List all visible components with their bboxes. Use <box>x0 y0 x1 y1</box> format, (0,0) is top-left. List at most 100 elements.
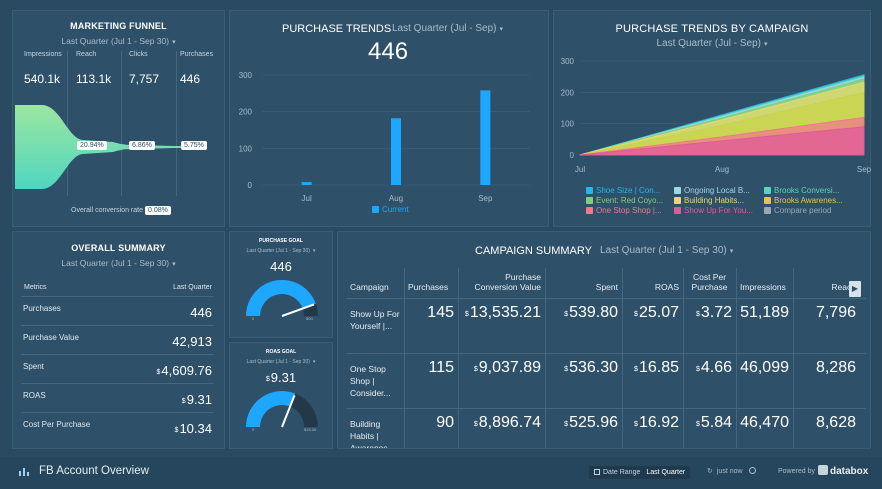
gauge-max-label: $15.00 <box>304 427 317 432</box>
legend-current[interactable]: Current <box>372 205 409 214</box>
overall-summary-period[interactable]: Last Quarter (Jul 1 - Sep 30) ▾ <box>13 258 224 268</box>
cell-pcv: $8,896.74 <box>462 414 541 432</box>
column-header-purchases[interactable]: Purchases <box>408 282 449 292</box>
cell-value: 51,189 <box>740 304 789 321</box>
checkbox-icon <box>586 197 593 204</box>
cell-reach: 8,628 <box>797 414 856 432</box>
cell-roas: $25.07 <box>626 304 679 322</box>
column-divider <box>545 268 546 448</box>
gauge-min-label: 0 <box>252 427 255 432</box>
overall-summary-title: OVERALL SUMMARY <box>71 243 166 253</box>
marketing-funnel-period[interactable]: Last Quarter (Jul 1 - Sep 30) ▾ <box>13 36 224 46</box>
legend-item[interactable]: Building Habits... <box>674 196 744 205</box>
column-divider <box>622 268 623 448</box>
currency-symbol: $ <box>634 366 638 373</box>
cell-value: 4.66 <box>700 359 732 376</box>
table-row[interactable]: One Stop Shop | Consider... 115 $9,037.89 $… <box>338 353 870 408</box>
summary-metric-value: $9.31 <box>182 392 212 407</box>
column-header-impressions[interactable]: Impressions <box>740 282 786 292</box>
column-header-spent[interactable]: Spent <box>595 282 618 292</box>
summary-value-number: 9.31 <box>186 392 212 407</box>
legend-item[interactable]: Brooks Conversi... <box>764 186 839 195</box>
column-header-pcv[interactable]: Purchase Conversion Value <box>474 272 541 292</box>
databox-logo-icon <box>818 465 828 475</box>
roas-goal-period[interactable]: Last Quarter (Jul 1 - Sep 30) ▾ <box>230 359 332 365</box>
cell-value: 525.96 <box>569 414 618 431</box>
summary-metric-label: ROAS <box>23 391 46 400</box>
cell-value: 5.84 <box>700 414 732 431</box>
purchase-trends-period[interactable]: Last Quarter (Jul - Sep) ▾ <box>392 23 503 34</box>
cell-reach: 8,286 <box>797 359 856 377</box>
currency-symbol: $ <box>181 398 186 405</box>
cell-impressions: 51,189 <box>740 304 789 322</box>
summary-header-period: Last Quarter <box>173 284 212 291</box>
currency-symbol: $ <box>695 366 700 373</box>
overall-conversion-value: 0.08% <box>145 206 171 215</box>
cell-cpp: $3.72 <box>687 304 732 322</box>
trends-by-campaign-period[interactable]: Last Quarter (Jul - Sep) ▾ <box>554 38 870 49</box>
gauge-needle <box>281 395 296 428</box>
bar-sep <box>480 90 491 185</box>
funnel-metric-value: 7,757 <box>129 72 160 86</box>
cell-impressions: 46,099 <box>740 359 789 377</box>
campaign-summary-period[interactable]: Last Quarter (Jul 1 - Sep 30) ▾ <box>600 245 733 256</box>
legend-item[interactable]: Event: Red Coyo... <box>586 196 663 205</box>
purchase-goal-title: PURCHASE GOAL <box>259 238 303 244</box>
purchase-goal-period[interactable]: Last Quarter (Jul 1 - Sep 30) ▾ <box>230 248 332 254</box>
x-tick-label: Jul <box>302 194 312 203</box>
cell-value: 46,099 <box>740 359 789 376</box>
gauge-needle <box>281 303 315 317</box>
table-row[interactable]: Building Habits | Awarenes... 90 $8,896.74… <box>338 408 870 448</box>
currency-symbol: $ <box>174 427 179 434</box>
purchase-trends-chart: 0 100 200 300 Jul Aug Sep <box>239 71 530 203</box>
cell-value: 9,037.89 <box>478 359 541 376</box>
bar-aug <box>391 118 401 185</box>
trends-by-campaign-chart: 0 100 200 300 Jul Aug Sep <box>561 57 872 174</box>
column-divider <box>793 268 794 448</box>
funnel-rate-badge: 20.94% <box>77 141 107 150</box>
column-divider <box>683 268 684 448</box>
summary-value-number: 4,609.76 <box>161 363 212 378</box>
purchase-trends-panel: PURCHASE TRENDS Last Quarter (Jul - Sep)… <box>229 10 549 227</box>
summary-row: Cost Per Purchase $10.34 <box>21 412 214 441</box>
summary-value-number: 446 <box>190 305 212 320</box>
date-range-selector[interactable]: Date Range Last Quarter <box>589 466 691 479</box>
column-header-cpp[interactable]: Cost Per Purchase <box>691 272 728 292</box>
gauge-min-label: 0 <box>252 316 255 321</box>
checkbox-icon <box>586 187 593 194</box>
column-header-reach[interactable]: Reach <box>831 282 856 292</box>
column-header-roas[interactable]: ROAS <box>654 282 679 292</box>
currency-symbol: $ <box>473 366 478 373</box>
legend-item[interactable]: Ongoing Local B... <box>674 186 750 195</box>
legend-item[interactable]: Brooks Awarenes... <box>764 196 843 205</box>
roas-goal-title: ROAS GOAL <box>265 349 297 355</box>
legend-label: Ongoing Local B... <box>684 186 750 195</box>
funnel-rate-badge: 6.86% <box>129 141 155 150</box>
date-range-value: Last Quarter <box>646 469 686 476</box>
overall-summary-panel: OVERALL SUMMARY Last Quarter (Jul 1 - Se… <box>12 231 225 449</box>
trends-by-campaign-title: PURCHASE TRENDS BY CAMPAIGN <box>615 23 809 35</box>
funnel-divider <box>176 51 177 196</box>
legend-label: Compare period <box>774 206 832 215</box>
chevron-down-icon: ▾ <box>172 39 176 46</box>
legend-label: Brooks Awarenes... <box>774 196 843 205</box>
cell-spent: $525.96 <box>549 414 618 432</box>
checkbox-icon <box>372 206 379 213</box>
period-label: Last Quarter (Jul - Sep) <box>656 38 761 49</box>
legend-item[interactable]: Show Up For You... <box>674 206 753 215</box>
databox-logo[interactable]: databox <box>818 465 868 477</box>
period-label: Last Quarter (Jul - Sep) <box>392 23 497 34</box>
scroll-right-button[interactable]: ▶ <box>849 281 861 297</box>
campaign-summary-title: CAMPAIGN SUMMARY <box>475 245 592 257</box>
funnel-rate-badge: 5.75% <box>181 141 207 150</box>
gauge-max-label: 500 <box>306 316 313 321</box>
legend-item[interactable]: Compare period <box>764 206 831 215</box>
table-row[interactable]: Show Up For Yourself |... 145 $13,535.21 $5… <box>338 298 870 353</box>
legend-item[interactable]: Shoe Size | Con... <box>586 186 660 195</box>
legend-item[interactable]: One Stop Shop |... <box>586 206 662 215</box>
summary-metric-label: Spent <box>23 362 44 371</box>
cell-purchases: 145 <box>408 304 454 322</box>
refresh-status[interactable]: ↻ just now <box>707 467 756 475</box>
currency-symbol: $ <box>634 311 638 318</box>
column-header-campaign[interactable]: Campaign <box>350 282 389 292</box>
